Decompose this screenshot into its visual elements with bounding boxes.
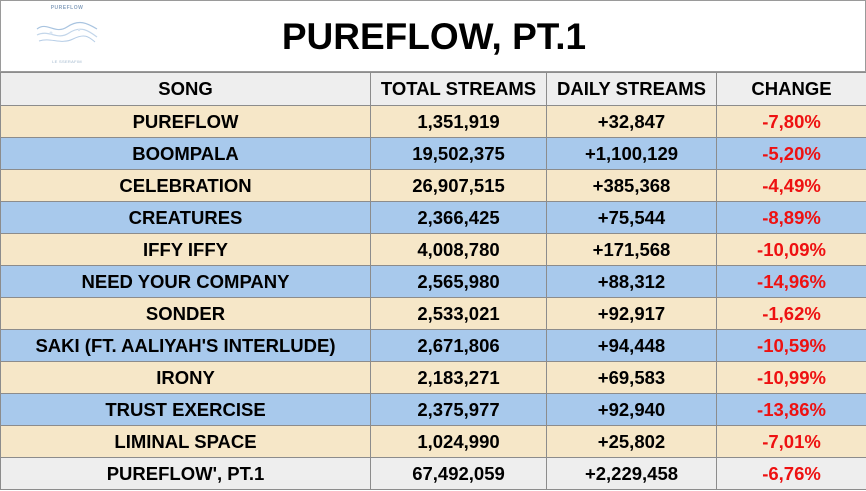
table-row: CELEBRATION 26,907,515 +385,368 -4,49% (0, 169, 866, 202)
song-cell: SAKI (FT. AALIYAH'S INTERLUDE) (0, 329, 371, 362)
table-row: CREATURES 2,366,425 +75,544 -8,89% (0, 201, 866, 234)
change-cell: -7,01% (716, 425, 866, 458)
song-cell: BOOMPALA (0, 137, 371, 170)
change-cell: -8,89% (716, 201, 866, 234)
page-title: PUREFLOW, PT.1 (281, 16, 587, 57)
song-cell: CELEBRATION (0, 169, 371, 202)
total-streams-cell: 2,533,021 (370, 297, 547, 330)
total-streams-cell: 2,565,980 (370, 265, 547, 298)
column-header-song: SONG (0, 72, 371, 106)
table-row: SAKI (FT. AALIYAH'S INTERLUDE) 2,671,806… (0, 329, 866, 362)
daily-streams-cell: +92,917 (546, 297, 717, 330)
table-row: IFFY IFFY 4,008,780 +171,568 -10,09% (0, 233, 866, 266)
change-cell: -10,59% (716, 329, 866, 362)
cover-art-graphic (36, 21, 98, 43)
table-total-row: PUREFLOW', PT.1 67,492,059 +2,229,458 -6… (0, 457, 866, 490)
cover-art-title: PUREFLOW (50, 5, 84, 11)
daily-streams-cell: +69,583 (546, 361, 717, 394)
total-streams-cell: 1,351,919 (370, 105, 547, 138)
song-cell: IRONY (0, 361, 371, 394)
table-row: LIMINAL SPACE 1,024,990 +25,802 -7,01% (0, 425, 866, 458)
total-streams-cell: 19,502,375 (370, 137, 547, 170)
column-header-total-streams: TOTAL STREAMS (370, 72, 547, 106)
column-header-change: CHANGE (716, 72, 866, 106)
song-cell: IFFY IFFY (0, 233, 371, 266)
cover-art-footer: LE SSERAFIM (52, 59, 82, 64)
daily-streams-cell: +25,802 (546, 425, 717, 458)
total-change-cell: -6,76% (716, 457, 866, 490)
daily-streams-cell: +92,940 (546, 393, 717, 426)
change-cell: -13,86% (716, 393, 866, 426)
daily-streams-cell: +171,568 (546, 233, 717, 266)
daily-streams-cell: +385,368 (546, 169, 717, 202)
change-cell: -5,20% (716, 137, 866, 170)
table-row: IRONY 2,183,271 +69,583 -10,99% (0, 361, 866, 394)
total-streams-cell: 4,008,780 (370, 233, 547, 266)
total-streams-cell: 2,671,806 (370, 329, 547, 362)
change-cell: -4,49% (716, 169, 866, 202)
change-cell: -1,62% (716, 297, 866, 330)
total-streams-cell: 1,024,990 (370, 425, 547, 458)
table-row: BOOMPALA 19,502,375 +1,100,129 -5,20% (0, 137, 866, 170)
table-row: PUREFLOW 1,351,919 +32,847 -7,80% (0, 105, 866, 138)
table-header-row: SONG TOTAL STREAMS DAILY STREAMS CHANGE (0, 72, 866, 106)
title-banner: PUREFLOW LE SSERAFIM PUREFLOW, PT.1 (0, 0, 866, 72)
song-cell: NEED YOUR COMPANY (0, 265, 371, 298)
streams-table: SONG TOTAL STREAMS DAILY STREAMS CHANGE … (0, 72, 866, 490)
daily-streams-cell: +88,312 (546, 265, 717, 298)
total-song-cell: PUREFLOW', PT.1 (0, 457, 371, 490)
song-cell: TRUST EXERCISE (0, 393, 371, 426)
total-streams-cell: 2,366,425 (370, 201, 547, 234)
column-header-daily-streams: DAILY STREAMS (546, 72, 717, 106)
daily-streams-cell: +1,100,129 (546, 137, 717, 170)
song-cell: PUREFLOW (0, 105, 371, 138)
change-cell: -14,96% (716, 265, 866, 298)
daily-streams-cell: +32,847 (546, 105, 717, 138)
change-cell: -10,09% (716, 233, 866, 266)
daily-streams-cell: +94,448 (546, 329, 717, 362)
song-cell: CREATURES (0, 201, 371, 234)
total-streams-cell: 2,183,271 (370, 361, 547, 394)
song-cell: LIMINAL SPACE (0, 425, 371, 458)
daily-streams-cell: +75,544 (546, 201, 717, 234)
song-cell: SONDER (0, 297, 371, 330)
total-streams-cell: 26,907,515 (370, 169, 547, 202)
change-cell: -10,99% (716, 361, 866, 394)
table-row: TRUST EXERCISE 2,375,977 +92,940 -13,86% (0, 393, 866, 426)
total-total-streams-cell: 67,492,059 (370, 457, 547, 490)
album-cover-image: PUREFLOW LE SSERAFIM (31, 5, 103, 67)
table-row: NEED YOUR COMPANY 2,565,980 +88,312 -14,… (0, 265, 866, 298)
change-cell: -7,80% (716, 105, 866, 138)
total-daily-streams-cell: +2,229,458 (546, 457, 717, 490)
total-streams-cell: 2,375,977 (370, 393, 547, 426)
table-row: SONDER 2,533,021 +92,917 -1,62% (0, 297, 866, 330)
